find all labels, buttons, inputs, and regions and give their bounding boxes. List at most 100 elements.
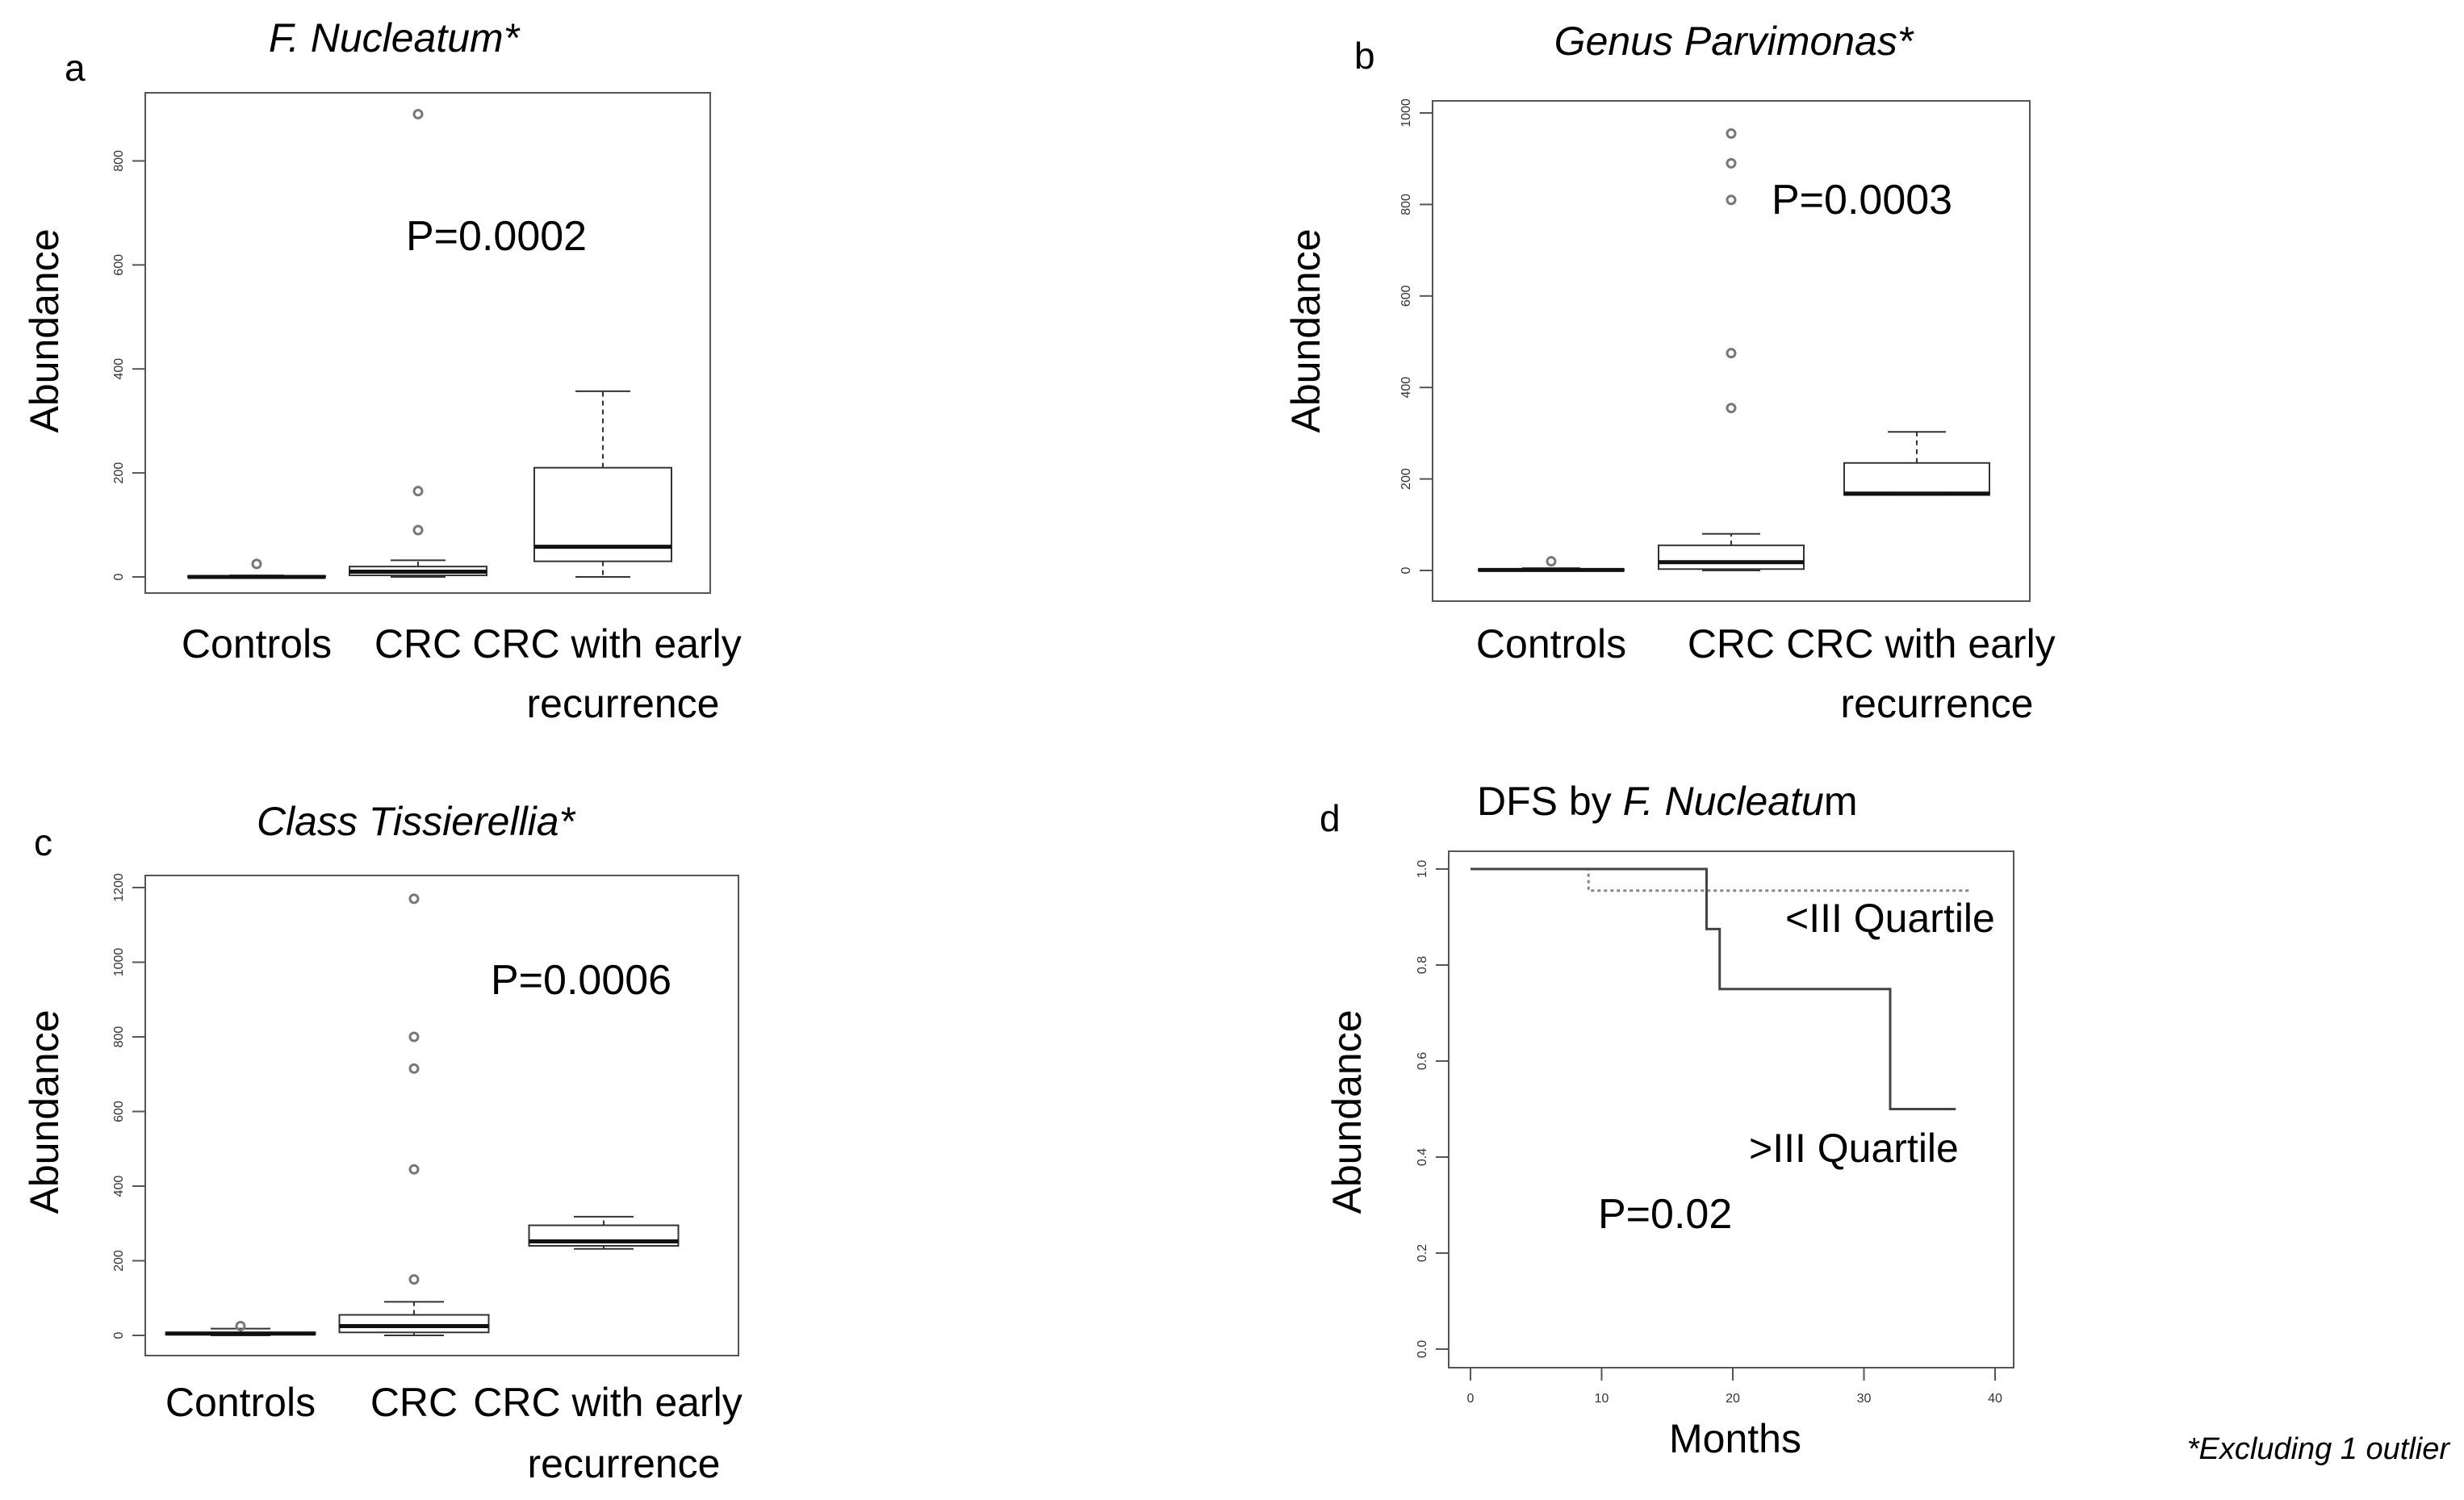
iqr-box [338,1314,490,1334]
y-tick-label: 600 [1399,285,1413,307]
panel-d-x-axis: 0 10 20 30 40 [1467,1368,2002,1406]
panel-d-plot-frame [1448,850,2014,1368]
outlier-point [412,524,424,536]
panel-d-title-suffix: m [1824,779,1858,824]
panel-c-letter: c [34,821,52,863]
iqr-box [1658,544,1805,570]
outlier-point [408,893,420,905]
outlier-point [408,1063,420,1074]
survival-curve-high-quartile [1470,867,1956,1110]
panel-a-boxes [187,108,672,579]
outlier-point [408,1164,420,1175]
iqr-box [1843,462,1990,496]
category-label: recurrence [528,1441,721,1486]
panel-d-y-axis: 0.0 0.2 0.4 0.6 0.8 1.0 [1416,860,1449,1358]
panel-a-p-value: P=0.0002 [406,213,587,260]
panel-b-category-labels: Controls CRC CRC with early recurrence [1476,621,2056,726]
category-label: Controls [182,621,332,666]
panel-b: b Genus Parvimonas* Abundance 0 200 400 600… [1283,19,2056,726]
box-1 [1478,556,1625,572]
box-2 [349,108,487,578]
y-tick-label: 400 [112,358,126,380]
outlier-point [1726,157,1737,169]
y-tick-label: 400 [1399,377,1413,399]
y-tick-label: 400 [112,1176,126,1197]
outlier-point [1726,128,1737,140]
panel-a-y-axis: 0 200 400 600 800 [112,150,145,580]
panel-d-x-axis-label: Months [1669,1416,1801,1461]
panel-c-category-labels: Controls CRC CRC with early recurrence [165,1380,743,1486]
panel-b-letter: b [1354,35,1375,77]
panel-d-title-prefix: DFS by [1477,779,1623,824]
y-tick-label: 0.8 [1416,956,1429,974]
category-label: CRC [374,621,462,666]
y-tick-label: 800 [1399,194,1413,215]
x-tick-label: 0 [1467,1392,1475,1406]
category-label: CRC with early [472,621,741,666]
outlier-point [251,558,262,570]
outlier-point [1726,194,1737,206]
panel-b-y-axis-label: Abundance [1283,228,1328,432]
y-tick-label: 200 [112,1250,126,1272]
outlier-point [408,1031,420,1042]
outlier-point [412,486,424,497]
outlier-point [408,1274,420,1285]
y-tick-label: 0 [1399,566,1413,574]
panel-a: a F. Nucleatum* Abundance 0200400600800 … [22,15,742,726]
box-3 [528,1215,680,1250]
panel-a-y-axis-label: Abundance [22,228,67,432]
y-tick-label: 600 [112,254,126,276]
y-tick-label: 0 [112,573,126,580]
footnote: *Excluding 1 outlier [2187,1432,2451,1466]
y-tick-label: 0.6 [1416,1052,1429,1070]
panel-c-p-value: P=0.0006 [491,957,671,1004]
panel-c-y-axis-label: Abundance [22,1009,67,1214]
category-label: Controls [165,1380,316,1425]
panel-d-y-axis-label: Abundance [1324,1009,1370,1214]
panel-c: c Class Tissierellia* Abundance 0 200 400 6… [22,799,743,1486]
category-label: recurrence [1841,681,2034,726]
category-label: recurrence [527,681,720,726]
y-tick-label: 800 [112,150,126,172]
panel-d-legend-high-quartile: >III Quartile [1749,1126,1959,1171]
x-tick-label: 40 [1988,1392,2002,1406]
panel-c-boxes [165,893,680,1336]
y-tick-label: 800 [112,1026,126,1048]
x-tick-label: 30 [1857,1392,1872,1406]
outlier-point [1546,556,1557,567]
panel-c-plot-frame [144,875,739,1356]
y-tick-label: 0 [112,1331,126,1339]
panel-d-p-value: P=0.02 [1598,1191,1732,1238]
panel-c-title: Class Tissierellia* [257,799,576,844]
x-tick-label: 20 [1726,1392,1740,1406]
box-1 [187,558,326,579]
box-2 [338,893,490,1336]
panel-d-survival-curves [1470,867,1969,1110]
panel-a-title: F. Nucleatum* [269,15,521,61]
panel-b-boxes [1478,128,1990,572]
category-label: CRC with early [1786,621,2055,666]
panel-b-plot-frame [1432,100,2031,602]
panel-d-title-italic: F. Nucleatu [1623,779,1824,824]
y-tick-label: 1.0 [1416,860,1429,878]
panel-b-y-axis: 0 200 400 600 800 1000 [1399,98,1433,574]
survival-curve-low-quartile [1470,867,1969,892]
category-label: Controls [1476,621,1626,666]
y-tick-label: 0.2 [1416,1244,1429,1262]
y-tick-label: 1000 [112,948,126,977]
x-tick-label: 10 [1595,1392,1609,1406]
panel-d: d DFS by F. Nucleatum Abundance 0.00.20.… [1320,779,2014,1461]
panel-a-plot-frame [144,92,711,594]
category-label: CRC with early [473,1380,742,1425]
y-tick-label: 0.4 [1416,1148,1429,1166]
category-label: CRC [370,1380,458,1425]
outlier-point [235,1320,246,1331]
box-3 [1843,431,1990,496]
panel-d-legend-low-quartile: <III Quartile [1785,896,1995,941]
panel-b-title: Genus Parvimonas* [1554,19,1914,64]
panel-c-y-axis: 0 200 400 600 800 1000 1200 [112,873,145,1339]
panel-d-letter: d [1320,797,1341,839]
y-tick-label: 0.0 [1416,1340,1429,1358]
box-2 [1658,128,1805,571]
